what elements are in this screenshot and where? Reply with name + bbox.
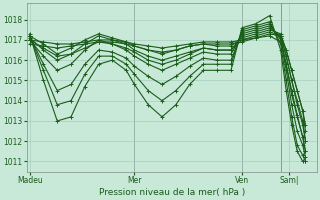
X-axis label: Pression niveau de la mer( hPa ): Pression niveau de la mer( hPa ): [99, 188, 245, 197]
